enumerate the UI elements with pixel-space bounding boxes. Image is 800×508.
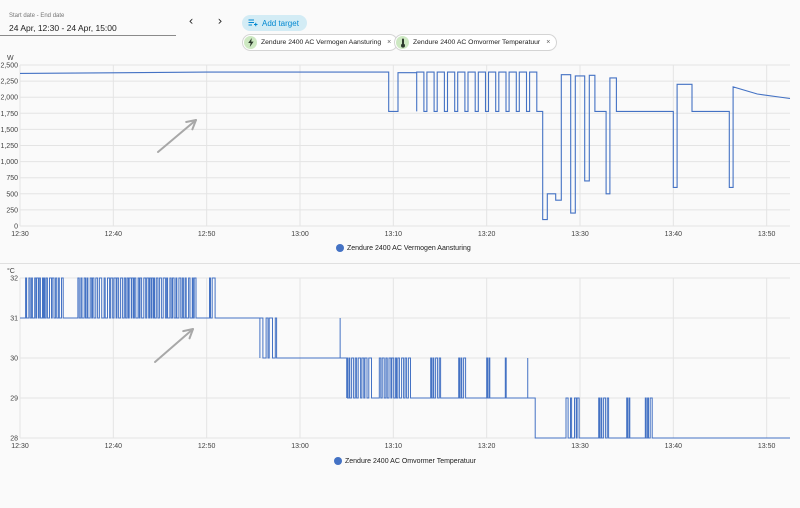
close-icon[interactable]: × — [387, 39, 392, 46]
legend-dot — [334, 457, 342, 465]
thermometer-icon — [396, 36, 409, 49]
x-tick-label: 13:20 — [478, 443, 496, 450]
x-tick-label: 12:50 — [198, 231, 216, 238]
lightning-icon — [244, 36, 257, 49]
next-period-button[interactable]: › — [217, 14, 223, 28]
legend-dot — [336, 244, 344, 252]
x-tick-label: 12:30 — [11, 231, 29, 238]
x-tick-label: 13:10 — [385, 443, 403, 450]
y-tick-label: 1,750 — [0, 111, 18, 118]
y-tick-label: 1,250 — [0, 143, 18, 150]
y-tick-label: 2,250 — [0, 79, 18, 86]
legend-label: Zendure 2400 AC Vermogen Aansturing — [347, 244, 471, 252]
x-tick-label: 13:00 — [291, 443, 309, 450]
y-axis-unit: W — [7, 55, 14, 62]
x-tick-label: 13:40 — [665, 231, 683, 238]
power-chart: 0 250 500 750 1,000 1,250 1,500 1,750 2,000 2,250… — [0, 55, 791, 238]
chart-divider — [0, 263, 800, 264]
previous-period-button[interactable]: ‹ — [188, 14, 194, 28]
y-tick-label: 500 — [6, 191, 18, 198]
y-tick-label: 2,000 — [0, 95, 18, 102]
legend-vermogen[interactable]: Zendure 2400 AC Vermogen Aansturing — [336, 244, 471, 252]
x-tick-label: 13:40 — [665, 443, 683, 450]
y-tick-label: 28 — [10, 436, 18, 443]
x-tick-label: 13:50 — [758, 443, 776, 450]
legend-label: Zendure 2400 AC Omvormer Temperatuur — [345, 457, 476, 465]
y-axis-unit: °C — [7, 267, 15, 275]
y-tick-label: 1,000 — [0, 159, 18, 166]
y-tick-label: 32 — [10, 276, 18, 283]
y-tick-label: 2,500 — [0, 63, 18, 70]
x-tick-label: 13:30 — [571, 443, 589, 450]
date-range-label: Start date - End date — [9, 13, 65, 19]
y-tick-label: 31 — [10, 316, 18, 323]
target-chip-vermogen[interactable]: Zendure 2400 AC Vermogen Aansturing × — [242, 34, 399, 51]
x-tick-label: 13:30 — [571, 231, 589, 238]
target-chip-temperatuur[interactable]: Zendure 2400 AC Omvormer Temperatuur × — [394, 34, 558, 51]
annotation-arrow-head — [182, 328, 194, 340]
y-tick-label: 1,500 — [0, 127, 18, 134]
playlist-add-icon — [248, 19, 258, 27]
y-tick-label: 750 — [6, 175, 18, 182]
series-line-temperatuur — [20, 277, 790, 439]
date-range-picker[interactable]: Start date - End date 24 Apr, 12:30 - 24… — [0, 8, 176, 36]
x-tick-label: 12:50 — [198, 443, 216, 450]
y-tick-label: 30 — [10, 356, 18, 363]
annotation-arrow-head — [185, 119, 197, 131]
date-range-value: 24 Apr, 12:30 - 24 Apr, 15:00 — [9, 23, 117, 33]
annotation-arrow — [154, 328, 194, 363]
annotation-arrow — [157, 119, 197, 153]
add-target-label: Add target — [262, 18, 299, 28]
x-tick-label: 13:50 — [758, 231, 776, 238]
chip-label: Zendure 2400 AC Vermogen Aansturing — [261, 39, 382, 46]
x-tick-label: 12:40 — [105, 443, 123, 450]
temperature-chart: 28 29 30 31 32 12:30 12:40 12:50 13:00 13:10 13:20… — [7, 267, 790, 450]
x-tick-label: 13:00 — [291, 231, 309, 238]
chip-label: Zendure 2400 AC Omvormer Temperatuur — [413, 39, 541, 46]
x-tick-label: 12:30 — [11, 443, 29, 450]
x-tick-label: 12:40 — [105, 231, 123, 238]
series-line-vermogen — [19, 71, 791, 221]
x-tick-label: 13:20 — [478, 231, 496, 238]
legend-temperatuur[interactable]: Zendure 2400 AC Omvormer Temperatuur — [334, 457, 476, 465]
y-tick-label: 250 — [6, 207, 18, 214]
y-tick-label: 29 — [10, 396, 18, 403]
close-icon[interactable]: × — [546, 39, 551, 46]
x-tick-label: 13:10 — [385, 231, 403, 238]
y-tick-label: 0 — [14, 224, 18, 231]
add-target-button[interactable]: Add target — [242, 15, 307, 31]
